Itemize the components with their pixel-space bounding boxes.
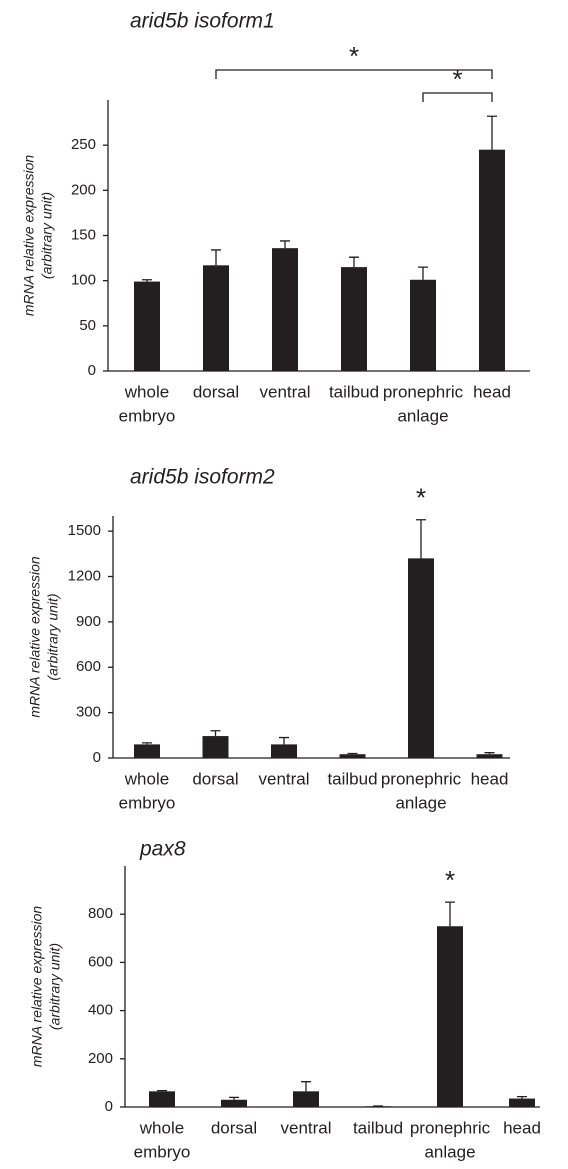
bar	[476, 754, 503, 758]
significance-star: *	[452, 64, 462, 94]
y-tick-label: 900	[76, 613, 101, 630]
y-axis-label: mRNA relative expression	[21, 155, 37, 317]
x-tick-label: pronephric	[410, 1118, 491, 1137]
y-tick-label: 200	[88, 1050, 113, 1067]
bar	[408, 558, 434, 758]
bar	[410, 279, 436, 371]
error-bar	[210, 730, 221, 737]
significance-star: *	[416, 483, 426, 513]
bar	[341, 267, 367, 371]
y-tick-label: 250	[71, 136, 96, 153]
bar	[293, 1091, 319, 1107]
x-tick-label: head	[471, 769, 509, 788]
x-tick-label: pronephric	[383, 382, 464, 401]
y-tick-label: 1500	[68, 522, 101, 539]
significance-star: *	[349, 41, 359, 71]
x-tick-label: anlage	[395, 793, 446, 812]
x-tick-label: ventral	[259, 382, 310, 401]
x-tick-label: dorsal	[192, 769, 238, 788]
x-tick-label: dorsal	[193, 382, 239, 401]
error-bar	[418, 266, 428, 280]
significance-bracket	[215, 69, 493, 79]
x-tick-label: embryo	[119, 793, 176, 812]
error-bar	[142, 279, 152, 282]
error-bar	[487, 115, 497, 150]
error-bar	[142, 742, 152, 745]
y-tick-label: 50	[79, 317, 96, 334]
y-axis-label: (arbitrary unit)	[45, 593, 61, 680]
significance-star: *	[445, 865, 455, 895]
y-tick-label: 0	[93, 749, 101, 766]
bar	[149, 1091, 175, 1107]
error-bar	[416, 519, 426, 559]
y-axis-label: mRNA relative expression	[29, 906, 45, 1068]
y-tick-label: 600	[76, 658, 101, 675]
chart-title: pax8	[139, 838, 186, 861]
x-tick-label: whole	[124, 382, 169, 401]
y-tick-label: 800	[88, 905, 113, 922]
bar	[202, 736, 229, 758]
x-tick-label: anlage	[424, 1142, 475, 1161]
bar	[203, 265, 229, 371]
bar	[479, 149, 505, 371]
y-axis-label: (arbitrary unit)	[39, 192, 55, 279]
x-tick-label: anlage	[397, 406, 448, 425]
y-axis-label: mRNA relative expression	[27, 556, 43, 718]
x-tick-label: pronephric	[381, 769, 462, 788]
chart-title: arid5b isoform1	[130, 10, 275, 33]
error-bar	[349, 256, 359, 268]
x-tick-label: ventral	[258, 769, 309, 788]
y-tick-label: 150	[71, 226, 96, 243]
error-bar	[157, 1089, 167, 1092]
bar	[437, 926, 463, 1107]
error-bar	[280, 240, 290, 249]
y-tick-label: 0	[88, 362, 96, 379]
y-tick-label: 600	[88, 953, 113, 970]
error-bar	[301, 1081, 311, 1092]
x-tick-label: embryo	[119, 406, 176, 425]
y-tick-label: 100	[71, 272, 96, 289]
x-tick-label: head	[473, 382, 511, 401]
x-tick-label: head	[503, 1118, 541, 1137]
bar	[272, 248, 298, 371]
bar	[271, 744, 297, 758]
x-tick-label: dorsal	[211, 1118, 257, 1137]
x-tick-label: ventral	[280, 1118, 331, 1137]
y-tick-label: 300	[76, 704, 101, 721]
x-tick-label: embryo	[134, 1142, 191, 1161]
chart-title: arid5b isoform2	[130, 466, 275, 489]
x-tick-label: tailbud	[327, 769, 377, 788]
y-tick-label: 1200	[68, 567, 101, 584]
x-tick-label: tailbud	[329, 382, 379, 401]
y-tick-label: 400	[88, 1002, 113, 1019]
y-tick-label: 0	[105, 1098, 113, 1115]
bar	[134, 744, 160, 758]
error-bar	[347, 752, 358, 755]
bar	[221, 1099, 247, 1107]
x-tick-label: whole	[124, 769, 169, 788]
error-bar	[229, 1096, 239, 1100]
x-tick-label: whole	[139, 1118, 184, 1137]
bar	[509, 1098, 535, 1107]
error-bar	[211, 249, 221, 266]
bar	[134, 281, 160, 371]
y-axis-label: (arbitrary unit)	[47, 943, 63, 1030]
error-bar	[279, 736, 289, 745]
error-bar	[445, 901, 455, 927]
y-tick-label: 200	[71, 181, 96, 198]
significance-bracket	[422, 92, 493, 102]
x-tick-label: tailbud	[353, 1118, 403, 1137]
bar	[339, 754, 366, 758]
error-bar	[484, 752, 495, 755]
error-bar	[517, 1095, 527, 1099]
